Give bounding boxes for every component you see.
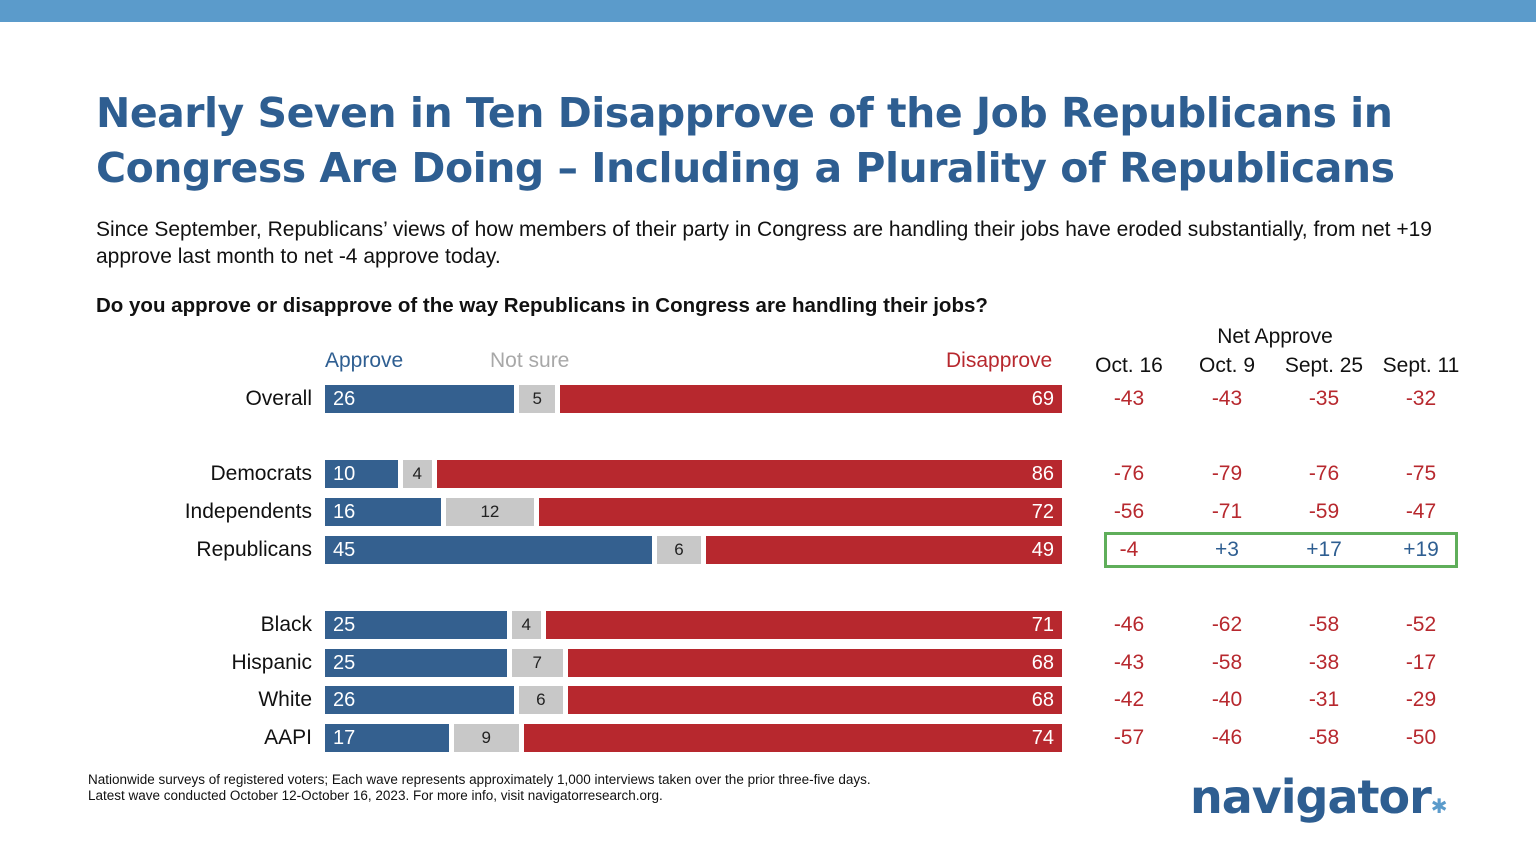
- net-value-democrats-1: -79: [1211, 462, 1243, 485]
- net-col-header-2: Sept. 25: [1284, 354, 1364, 377]
- net-value-black-3: -52: [1405, 613, 1437, 636]
- row-label-independents: Independents: [184, 500, 312, 523]
- net-value-black-2: -58: [1308, 613, 1340, 636]
- footnote: Nationwide surveys of registered voters;…: [88, 772, 871, 804]
- republicans-net-highlight-box: [1104, 532, 1458, 568]
- net-value-republicans-0: -4: [1119, 538, 1139, 561]
- bar-not-sure-hispanic: 7: [511, 649, 563, 677]
- bar-approve-black: 25: [325, 611, 507, 639]
- row-label-overall: Overall: [245, 387, 312, 410]
- net-value-hispanic-1: -58: [1211, 651, 1243, 674]
- bar-approve-aapi: 17: [325, 724, 449, 752]
- net-value-aapi-0: -57: [1113, 726, 1145, 749]
- net-approve-title: Net Approve: [1217, 325, 1333, 348]
- bar-disapprove-hispanic: 68: [567, 649, 1062, 677]
- legend-disapprove: Disapprove: [946, 349, 1053, 372]
- bar-disapprove-republicans: 49: [705, 536, 1062, 564]
- bar-disapprove-overall: 69: [560, 385, 1062, 413]
- net-value-aapi-1: -46: [1211, 726, 1243, 749]
- net-value-democrats-2: -76: [1308, 462, 1340, 485]
- net-value-black-0: -46: [1113, 613, 1145, 636]
- bar-not-sure-independents: 12: [446, 498, 534, 526]
- bar-disapprove-democrats: 86: [436, 460, 1062, 488]
- bar-approve-republicans: 45: [325, 536, 653, 564]
- net-value-aapi-2: -58: [1308, 726, 1340, 749]
- logo-star-icon: ✱: [1430, 794, 1448, 818]
- row-label-white: White: [258, 688, 312, 711]
- footnote-line-1: Nationwide surveys of registered voters;…: [88, 772, 871, 787]
- net-value-overall-0: -43: [1113, 387, 1145, 410]
- page-title: Nearly Seven in Ten Disapprove of the Jo…: [96, 89, 1395, 192]
- bar-not-sure-black: 4: [511, 611, 541, 639]
- net-value-republicans-1: +3: [1215, 538, 1239, 561]
- row-label-aapi: AAPI: [264, 726, 312, 749]
- bar-approve-hispanic: 25: [325, 649, 507, 677]
- page-subtitle: Since September, Republicans’ views of h…: [96, 218, 1432, 268]
- footnote-line-2: Latest wave conducted October 12-October…: [88, 788, 663, 803]
- bar-approve-democrats: 10: [325, 460, 398, 488]
- net-value-aapi-3: -50: [1405, 726, 1437, 749]
- bar-not-sure-democrats: 4: [402, 460, 432, 488]
- survey-question: Do you approve or disapprove of the way …: [96, 294, 988, 317]
- net-value-republicans-2: +17: [1306, 538, 1342, 561]
- net-value-independents-2: -59: [1308, 500, 1340, 523]
- bar-disapprove-white: 68: [567, 686, 1062, 714]
- net-col-header-0: Oct. 16: [1095, 354, 1163, 377]
- net-value-white-2: -31: [1308, 688, 1340, 711]
- net-value-white-3: -29: [1405, 688, 1437, 711]
- net-value-hispanic-2: -38: [1308, 651, 1340, 674]
- net-value-republicans-3: +19: [1403, 538, 1439, 561]
- row-label-republicans: Republicans: [196, 538, 312, 561]
- bar-approve-independents: 16: [325, 498, 442, 526]
- bar-disapprove-aapi: 74: [524, 724, 1062, 752]
- row-label-democrats: Democrats: [210, 462, 312, 485]
- row-label-black: Black: [260, 613, 312, 636]
- net-value-overall-3: -32: [1405, 387, 1437, 410]
- net-value-white-1: -40: [1211, 688, 1243, 711]
- navigator-logo: navigator✱: [1190, 770, 1448, 824]
- net-col-header-1: Oct. 9: [1198, 354, 1256, 377]
- bar-not-sure-overall: 5: [519, 385, 556, 413]
- net-value-white-0: -42: [1113, 688, 1145, 711]
- net-value-independents-0: -56: [1113, 500, 1145, 523]
- top-accent-bar: [0, 0, 1536, 22]
- bar-disapprove-independents: 72: [538, 498, 1062, 526]
- net-value-democrats-3: -75: [1405, 462, 1437, 485]
- net-value-independents-1: -71: [1211, 500, 1243, 523]
- bar-approve-white: 26: [325, 686, 515, 714]
- net-col-header-3: Sept. 11: [1382, 354, 1460, 377]
- row-label-hispanic: Hispanic: [231, 651, 312, 674]
- net-value-black-1: -62: [1211, 613, 1243, 636]
- logo-text: navigator: [1190, 770, 1432, 824]
- bar-not-sure-aapi: 9: [453, 724, 519, 752]
- net-value-independents-3: -47: [1405, 500, 1437, 523]
- legend-approve: Approve: [325, 349, 404, 372]
- bar-approve-overall: 26: [325, 385, 515, 413]
- net-value-democrats-0: -76: [1113, 462, 1145, 485]
- bar-not-sure-republicans: 6: [657, 536, 701, 564]
- net-value-hispanic-0: -43: [1113, 651, 1145, 674]
- bar-disapprove-black: 71: [545, 611, 1062, 639]
- legend-not-sure: Not sure: [490, 349, 570, 372]
- net-value-overall-2: -35: [1308, 387, 1340, 410]
- bar-not-sure-white: 6: [519, 686, 563, 714]
- net-value-overall-1: -43: [1211, 387, 1243, 410]
- net-value-hispanic-3: -17: [1405, 651, 1437, 674]
